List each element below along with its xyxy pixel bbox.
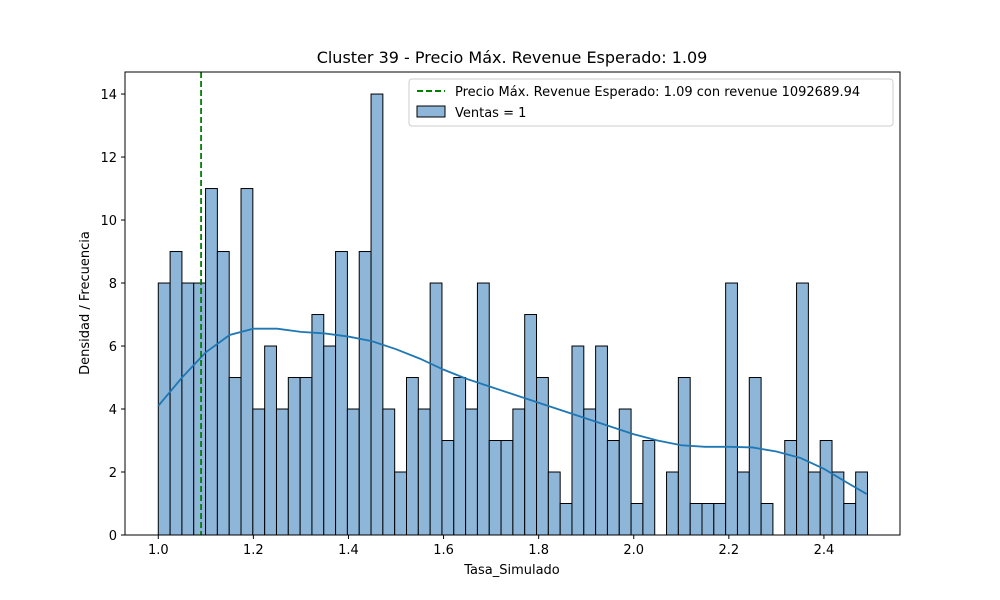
histogram-bar [819,440,833,536]
histogram-bar [216,251,230,536]
histogram-bar [275,408,289,536]
histogram-bar [488,440,502,536]
y-tick-label: 4 [109,403,117,418]
histogram-bar [606,440,620,536]
x-tick-label: 1.2 [243,543,264,558]
histogram-bar [228,377,242,536]
histogram-bar [583,408,597,536]
y-tick-label: 12 [100,151,117,166]
histogram-bar [252,408,266,536]
y-axis-label: Densidad / Frecuencia [78,231,93,375]
x-tick-label: 2.0 [623,543,644,558]
legend-reference-line-label: Precio Máx. Revenue Esperado: 1.09 con r… [455,85,860,100]
x-tick-label: 2.4 [814,543,835,558]
y-tick-label: 10 [100,214,117,229]
histogram-bar [713,503,727,536]
y-axis: 0 2 4 6 8 10 12 14 [100,88,125,544]
histogram-bar [394,471,408,536]
histogram-bar [240,188,254,536]
histogram-bar [193,282,207,536]
histogram-bar [264,345,277,536]
y-tick-label: 8 [109,277,117,292]
histogram-bar [843,503,857,536]
histogram-bar [595,345,608,536]
histogram-bar [748,377,762,536]
histogram-bar [441,440,455,536]
histogram-bar [429,282,443,536]
x-axis-label: Tasa_Simulado [463,563,560,578]
plot-frame [124,71,901,536]
histogram-bar [559,503,573,536]
chart-title: Cluster 39 - Precio Máx. Revenue Esperad… [317,48,708,67]
legend-histogram-swatch [416,105,446,118]
legend-box [408,78,894,127]
histogram-bar [169,251,183,536]
histogram-bar [323,345,337,536]
histogram-bar [630,503,644,536]
histogram-bar [855,471,868,536]
x-tick-label: 2.2 [718,543,739,558]
histogram-bar [382,408,396,536]
histogram-bar [796,282,809,536]
x-tick-label: 1.6 [433,543,454,558]
histogram-bar [157,282,171,536]
histogram-bar [831,471,845,536]
histogram-bar [618,408,632,536]
y-tick-label: 2 [109,466,117,481]
histogram-bar [571,345,585,536]
x-tick-label: 1.8 [528,543,549,558]
histogram-bar [536,377,549,536]
histogram-bar [299,377,313,536]
histogram-bar [453,377,467,536]
y-tick-label: 6 [109,340,117,355]
x-tick-label: 1.0 [148,543,169,558]
histogram-bar [465,408,478,536]
plot-area [157,72,868,536]
histogram-bar [335,251,348,536]
histogram-bar [736,471,750,536]
histogram-bar [512,408,526,536]
histogram-bar [725,282,738,536]
histogram-bar [689,503,703,536]
legend: Precio Máx. Revenue Esperado: 1.09 con r… [408,78,894,127]
histogram-bar [500,440,514,536]
histogram-bar [287,377,301,536]
histogram-bar [524,314,538,536]
histogram-bar [701,503,715,536]
histogram-bar [181,282,195,536]
histogram-bar [760,503,774,536]
histogram-bar [476,282,490,536]
x-axis: 1.0 1.2 1.4 1.6 1.8 2.0 2.2 2.4 [148,535,834,558]
histogram-bar [406,377,419,536]
kde-curve [157,327,868,495]
x-tick-label: 1.4 [338,543,359,558]
y-tick-label: 14 [100,88,117,103]
histogram-bar [677,377,691,536]
histogram-bar [807,471,821,536]
histogram-bar [547,471,561,536]
histogram-bar [666,471,679,536]
histogram-bar [346,408,360,536]
histogram-bar [358,251,372,536]
histogram-bar [642,440,656,536]
histogram-bar [311,314,325,536]
legend-histogram-label: Ventas = 1 [455,106,526,121]
y-tick-label: 0 [109,529,117,544]
histogram-bar [370,93,384,536]
histogram-bar [205,188,218,536]
histogram-bar [417,408,431,536]
